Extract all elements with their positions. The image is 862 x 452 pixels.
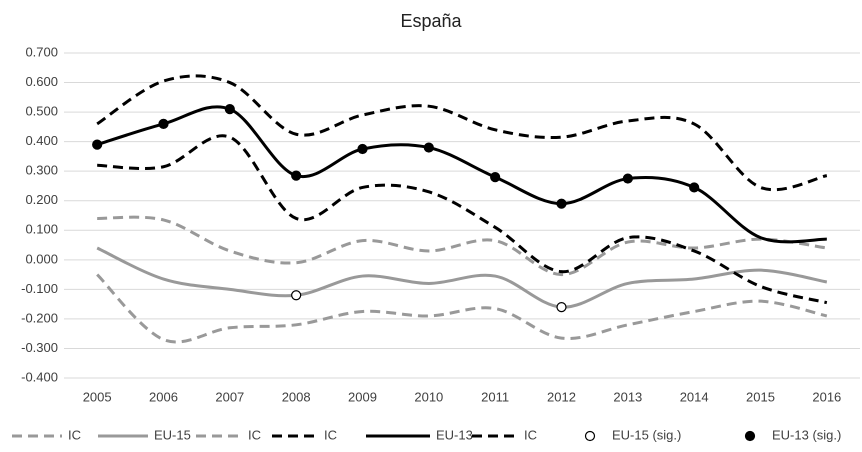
legend-label: IC: [68, 427, 81, 442]
y-tick-label: 0.100: [25, 222, 58, 237]
chart-title: España: [400, 11, 462, 31]
y-tick-label: 0.000: [25, 251, 58, 266]
marker: [224, 104, 235, 115]
y-tick-label: 0.700: [25, 44, 58, 59]
x-tick-label: 2007: [215, 389, 244, 404]
x-tick-label: 2010: [414, 389, 443, 404]
series-line: [96, 246, 828, 309]
series-line: [97, 134, 828, 305]
marker: [490, 171, 501, 183]
legend-label: EU-15 (sig.): [612, 427, 681, 442]
series-line: [96, 105, 827, 244]
x-tick-label: 2015: [746, 389, 775, 404]
y-tick-label: -0.200: [21, 310, 58, 325]
legend-label: EU-15: [154, 427, 191, 442]
y-tick-label: -0.400: [21, 369, 58, 384]
marker: [423, 142, 434, 153]
x-tick-label: 2006: [149, 389, 178, 404]
y-tick-label: 0.200: [25, 192, 58, 207]
marker: [357, 143, 368, 155]
x-tick-label: 2014: [680, 389, 709, 404]
x-tick-label: 2009: [348, 389, 377, 404]
marker: [556, 198, 567, 209]
legend-label: IC: [248, 427, 261, 442]
y-tick-label: 0.300: [25, 163, 58, 178]
legend-marker: [744, 430, 756, 442]
marker: [622, 173, 633, 184]
y-tick-label: -0.100: [21, 281, 58, 296]
legend-label: EU-13: [436, 427, 473, 442]
marker: [291, 290, 302, 301]
marker: [158, 118, 169, 130]
y-tick-label: 0.500: [25, 104, 58, 119]
x-tick-label: 2016: [812, 389, 841, 404]
y-tick-label: 0.400: [25, 133, 58, 148]
legend-marker: [584, 430, 596, 442]
y-tick-label: -0.300: [21, 340, 58, 355]
y-tick-label: 0.600: [25, 74, 58, 89]
series-line: [96, 273, 828, 344]
legend-label: IC: [324, 427, 337, 442]
legend-label: EU-13 (sig.): [772, 427, 841, 442]
x-tick-label: 2005: [83, 389, 112, 404]
x-tick-label: 2008: [282, 389, 311, 404]
series-line: [96, 74, 828, 192]
series-line: [97, 215, 828, 277]
x-tick-label: 2013: [613, 389, 642, 404]
marker: [92, 139, 103, 150]
marker: [291, 170, 302, 181]
marker: [556, 301, 567, 313]
legend-label: IC: [524, 427, 537, 442]
x-tick-label: 2012: [547, 389, 576, 404]
x-tick-label: 2011: [481, 389, 509, 404]
marker: [689, 182, 700, 193]
